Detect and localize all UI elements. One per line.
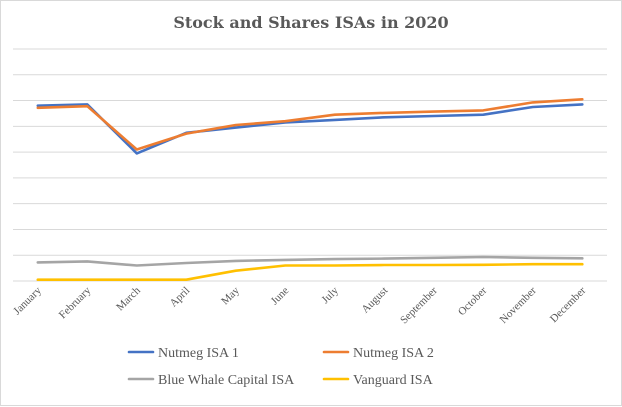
x-tick-label-october: October [456, 284, 490, 318]
x-tick-label-november: November [498, 284, 540, 326]
legend-label-vanguard-isa: Vanguard ISA [353, 373, 434, 388]
gridlines [13, 48, 607, 282]
x-tick-label-december: December [548, 284, 589, 325]
series-line-nutmeg-isa-2 [36, 98, 584, 151]
x-tick-label-april: April [167, 285, 192, 310]
legend-label-blue-whale-capital-isa: Blue Whale Capital ISA [158, 373, 295, 388]
x-tick-label-february: February [57, 284, 94, 321]
x-tick-label-march: March [114, 284, 143, 313]
x-tick-label-june: June [269, 285, 292, 308]
series-lines [36, 98, 584, 282]
x-tick-label-january: January [11, 284, 44, 317]
series-line-nutmeg-isa-1 [36, 103, 584, 155]
legend-label-nutmeg-isa-1: Nutmeg ISA 1 [158, 346, 239, 361]
series-line-blue-whale-capital-isa [36, 255, 584, 267]
x-tick-label-may: May [219, 284, 242, 307]
x-tick-label-september: September [398, 284, 440, 326]
series-line-vanguard-isa [36, 262, 584, 282]
x-axis-tick-labels: January February March April May June July Augu… [11, 284, 588, 326]
legend-label-nutmeg-isa-2: Nutmeg ISA 2 [353, 346, 434, 361]
x-tick-label-july: July [319, 284, 341, 306]
x-tick-label-august: August [359, 285, 390, 316]
legend: Nutmeg ISA 1 Nutmeg ISA 2 Blue Whale Capit… [127, 346, 434, 388]
chart-title: Stock and Shares ISAs in 2020 [173, 13, 448, 32]
